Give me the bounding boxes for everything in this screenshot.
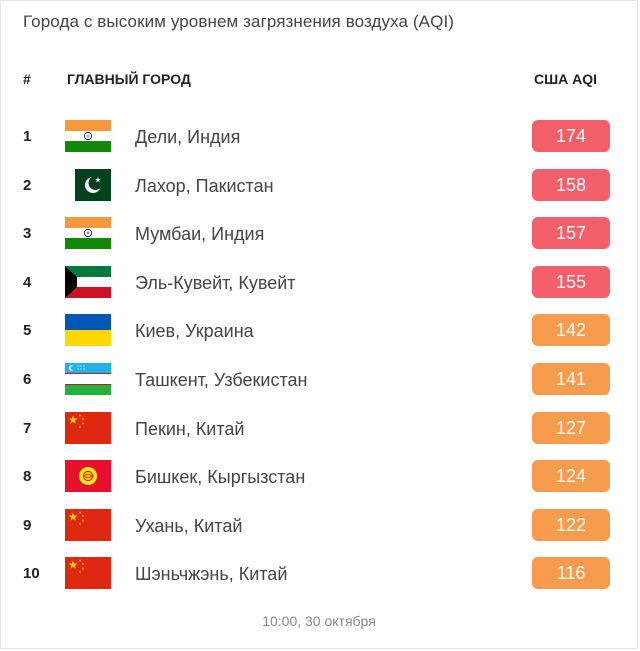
rank-number: 9 <box>23 516 32 534</box>
rank-number: 1 <box>23 128 32 145</box>
china-flag-icon <box>65 411 111 444</box>
india-flag-icon <box>65 217 111 250</box>
list-item[interactable]: 7 Пекин, Китай 127 <box>1 410 637 450</box>
rank-number: 4 <box>23 273 32 291</box>
rank-number: 6 <box>23 371 32 388</box>
city-name[interactable]: Мумбаи, Индия <box>135 224 265 245</box>
aqi-column-header: США AQI <box>534 71 598 87</box>
aqi-badge: 141 <box>532 363 610 395</box>
list-item[interactable]: 10 Шэньчжэнь, Китай 116 <box>1 555 637 595</box>
list-item[interactable]: 3 Мумбаи, Индия 157 <box>1 215 637 255</box>
kuwait-flag-icon <box>65 265 111 298</box>
list-item[interactable]: 9 Ухань, Китай 122 <box>1 507 637 547</box>
kyrgyzstan-flag-icon <box>65 460 111 493</box>
rank-column-header: # <box>23 71 31 87</box>
list-item[interactable]: 6 Ташкент, Узбекистан 141 <box>1 361 637 401</box>
ukraine-flag-icon <box>65 314 111 347</box>
list-item[interactable]: 4 Эль-Кувейт, Кувейт 155 <box>1 264 637 304</box>
rank-number: 2 <box>23 176 32 194</box>
aqi-badge: 157 <box>532 217 610 250</box>
aqi-badge: 122 <box>532 508 610 541</box>
city-name[interactable]: Киев, Украина <box>135 321 254 342</box>
city-name[interactable]: Пекин, Китай <box>135 418 245 439</box>
rank-number: 3 <box>23 225 32 243</box>
card-title: Города с высоким уровнем загрязнения воз… <box>23 12 455 31</box>
china-flag-icon <box>65 557 111 590</box>
list-item[interactable]: 8 Бишкек, Кыргызстан 124 <box>1 458 637 498</box>
city-name[interactable]: Бишкек, Кыргызстан <box>135 467 306 488</box>
rank-number: 5 <box>23 322 32 340</box>
city-name[interactable]: Лахор, Пакистан <box>135 175 274 196</box>
aqi-badge: 158 <box>532 168 610 201</box>
city-name[interactable]: Дели, Индия <box>135 127 241 147</box>
list-item[interactable]: 5 Киев, Украина 142 <box>1 312 637 352</box>
list-item[interactable]: 1 Дели, Индия 174 <box>1 118 637 158</box>
rank-number: 8 <box>23 468 32 486</box>
table-header: # ГЛАВНЫЙ ГОРОД США AQI <box>1 71 637 91</box>
city-name[interactable]: Шэньчжэнь, Китай <box>135 564 288 585</box>
uzbekistan-flag-icon <box>65 363 111 395</box>
aqi-badge: 127 <box>532 411 610 444</box>
rank-number: 7 <box>23 419 32 437</box>
update-timestamp: 10:00, 30 октября <box>262 613 376 629</box>
aqi-badge: 155 <box>532 265 610 298</box>
city-name[interactable]: Ухань, Китай <box>135 515 243 536</box>
pakistan-flag-icon <box>65 168 111 201</box>
china-flag-icon <box>65 508 111 541</box>
aqi-badge: 142 <box>532 314 610 347</box>
city-name[interactable]: Ташкент, Узбекистан <box>135 370 308 390</box>
list-item[interactable]: 2 Лахор, Пакистан 158 <box>1 167 637 207</box>
rank-number: 10 <box>23 565 40 583</box>
city-column-header: ГЛАВНЫЙ ГОРОД <box>67 71 191 87</box>
city-name[interactable]: Эль-Кувейт, Кувейт <box>135 272 296 293</box>
aqi-badge: 124 <box>532 460 610 493</box>
aqi-badge: 116 <box>532 557 610 590</box>
aqi-badge: 174 <box>532 120 610 152</box>
india-flag-icon <box>65 120 111 152</box>
